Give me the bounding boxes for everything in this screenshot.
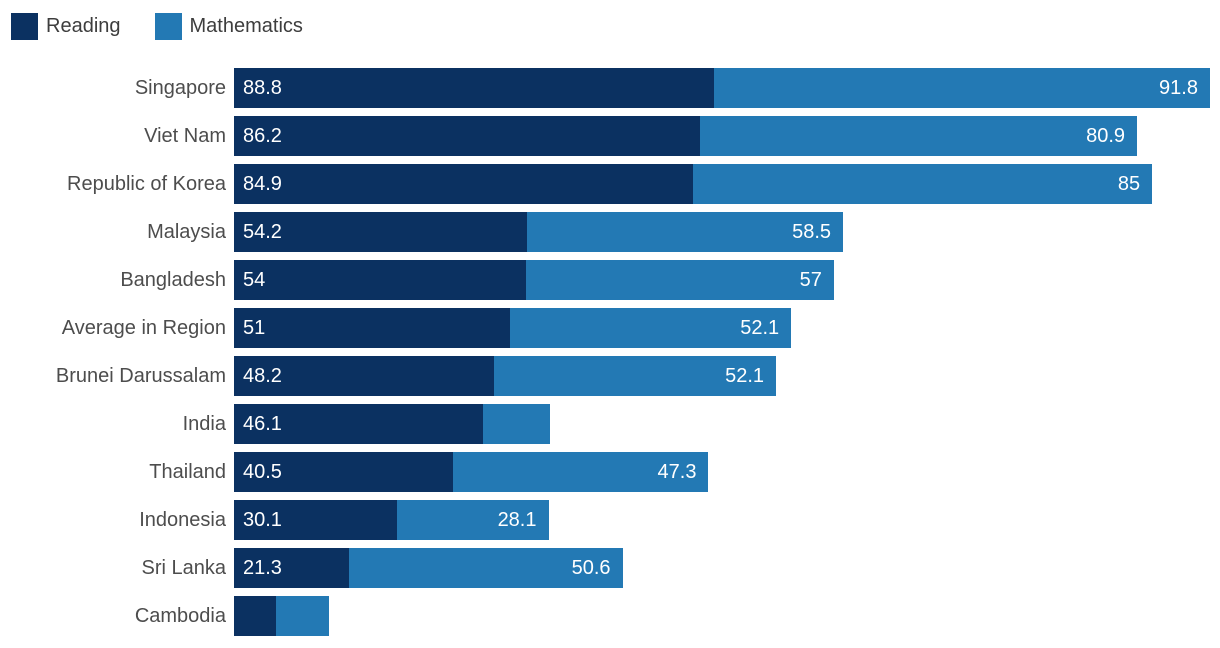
stacked-bar: 54.2 58.5 bbox=[234, 212, 1210, 252]
mathematics-value-label: 47.3 bbox=[657, 461, 697, 483]
mathematics-bar-segment: 85 bbox=[692, 164, 1153, 204]
country-label: Sri Lanka bbox=[141, 556, 227, 579]
reading-bar-segment: 48.2 bbox=[234, 356, 495, 396]
reading-bar-segment: 46.1 bbox=[234, 404, 484, 444]
bar-row: Viet Nam 86.2 80.9 bbox=[0, 116, 1220, 156]
reading-bar-segment: 86.2 bbox=[234, 116, 700, 156]
bar-row: Brunei Darussalam 48.2 52.1 bbox=[0, 356, 1220, 396]
country-label: Cambodia bbox=[134, 604, 226, 627]
reading-legend-label: Reading bbox=[46, 14, 121, 37]
mathematics-value-label: 57 bbox=[799, 269, 822, 291]
legend-item-reading: Reading bbox=[11, 12, 121, 40]
reading-bar-segment: 88.8 bbox=[234, 68, 714, 108]
mathematics-bar-segment: 80.9 bbox=[699, 116, 1138, 156]
bar-row: India 46.1 bbox=[0, 404, 1220, 444]
mathematics-value-label: 91.8 bbox=[1159, 77, 1198, 99]
reading-bar-segment bbox=[234, 596, 276, 636]
bar-row: Cambodia bbox=[0, 596, 1220, 636]
country-label: Average in Region bbox=[61, 316, 226, 339]
stacked-bar: 48.2 52.1 bbox=[234, 356, 1210, 396]
country-label: Thailand bbox=[149, 460, 226, 483]
country-label: India bbox=[182, 412, 226, 435]
reading-value-label: 46.1 bbox=[243, 413, 282, 435]
legend-item-mathematics: Mathematics bbox=[154, 12, 303, 40]
reading-bar-segment: 54 bbox=[234, 260, 526, 300]
reading-bar-segment: 30.1 bbox=[234, 500, 397, 540]
bar-row: Average in Region 51 52.1 bbox=[0, 308, 1220, 348]
mathematics-bar-segment: 58.5 bbox=[526, 212, 844, 252]
stacked-bar: 86.2 80.9 bbox=[234, 116, 1210, 156]
mathematics-legend-swatch-icon bbox=[154, 12, 182, 40]
mathematics-bar-segment: 91.8 bbox=[713, 68, 1210, 108]
mathematics-bar-segment: 50.6 bbox=[349, 548, 623, 588]
stacked-bar: 54 57 bbox=[234, 260, 1210, 300]
bar-row: Indonesia 30.1 28.1 bbox=[0, 500, 1220, 540]
mathematics-bar-segment: 52.1 bbox=[494, 356, 777, 396]
reading-value-label: 30.1 bbox=[243, 509, 282, 531]
reading-bar-segment: 51 bbox=[234, 308, 510, 348]
stacked-bar: 21.3 50.6 bbox=[234, 548, 1210, 588]
stacked-bar: 30.1 28.1 bbox=[234, 500, 1210, 540]
country-label: Republic of Korea bbox=[67, 172, 226, 195]
stacked-bar: 84.9 85 bbox=[234, 164, 1210, 204]
mathematics-bar-segment: 28.1 bbox=[396, 500, 549, 540]
mathematics-value-label: 28.1 bbox=[497, 509, 537, 531]
legend: Reading Mathematics bbox=[11, 12, 1220, 40]
mathematics-value-label: 58.5 bbox=[792, 221, 832, 243]
mathematics-value-label: 85 bbox=[1117, 173, 1141, 195]
mathematics-bar-segment bbox=[275, 596, 330, 636]
country-label: Brunei Darussalam bbox=[55, 364, 226, 387]
reading-bar-segment: 54.2 bbox=[234, 212, 527, 252]
bar-rows: Singapore 88.8 91.8 Viet Nam 86.2 80.9 R… bbox=[0, 68, 1220, 636]
reading-bar-segment: 21.3 bbox=[234, 548, 350, 588]
mathematics-bar-segment bbox=[483, 404, 550, 444]
reading-bar-segment: 84.9 bbox=[234, 164, 693, 204]
mathematics-value-label: 52.1 bbox=[740, 317, 780, 339]
reading-legend-swatch-icon bbox=[11, 12, 38, 40]
mathematics-bar-segment: 52.1 bbox=[509, 308, 792, 348]
mathematics-value-label: 50.6 bbox=[571, 557, 611, 579]
reading-value-label: 88.8 bbox=[243, 77, 282, 99]
reading-value-label: 51 bbox=[243, 317, 266, 339]
country-label: Bangladesh bbox=[120, 268, 226, 291]
country-label: Indonesia bbox=[139, 508, 226, 531]
country-label: Viet Nam bbox=[144, 124, 226, 147]
mathematics-value-label: 80.9 bbox=[1086, 125, 1126, 147]
bar-row: Republic of Korea 84.9 85 bbox=[0, 164, 1220, 204]
bar-row: Malaysia 54.2 58.5 bbox=[0, 212, 1220, 252]
reading-value-label: 48.2 bbox=[243, 365, 282, 387]
reading-value-label: 40.5 bbox=[243, 461, 282, 483]
stacked-bar bbox=[234, 596, 1210, 636]
mathematics-legend-label: Mathematics bbox=[189, 14, 303, 37]
stacked-bar: 46.1 bbox=[234, 404, 1210, 444]
mathematics-bar-segment: 57 bbox=[525, 260, 834, 300]
reading-value-label: 54 bbox=[243, 269, 266, 291]
stacked-bar: 51 52.1 bbox=[234, 308, 1210, 348]
reading-value-label: 86.2 bbox=[243, 125, 282, 147]
reading-bar-segment: 40.5 bbox=[234, 452, 453, 492]
mathematics-value-label: 52.1 bbox=[725, 365, 765, 387]
bar-row: Singapore 88.8 91.8 bbox=[0, 68, 1220, 108]
stacked-bar: 40.5 47.3 bbox=[234, 452, 1210, 492]
reading-value-label: 54.2 bbox=[243, 221, 282, 243]
bar-row: Thailand 40.5 47.3 bbox=[0, 452, 1220, 492]
bar-row: Sri Lanka 21.3 50.6 bbox=[0, 548, 1220, 588]
reading-value-label: 21.3 bbox=[243, 557, 282, 579]
bar-row: Bangladesh 54 57 bbox=[0, 260, 1220, 300]
stacked-bar: 88.8 91.8 bbox=[234, 68, 1210, 108]
mathematics-bar-segment: 47.3 bbox=[452, 452, 709, 492]
country-label: Malaysia bbox=[147, 220, 226, 243]
reading-value-label: 84.9 bbox=[243, 173, 282, 195]
country-label: Singapore bbox=[134, 76, 226, 99]
